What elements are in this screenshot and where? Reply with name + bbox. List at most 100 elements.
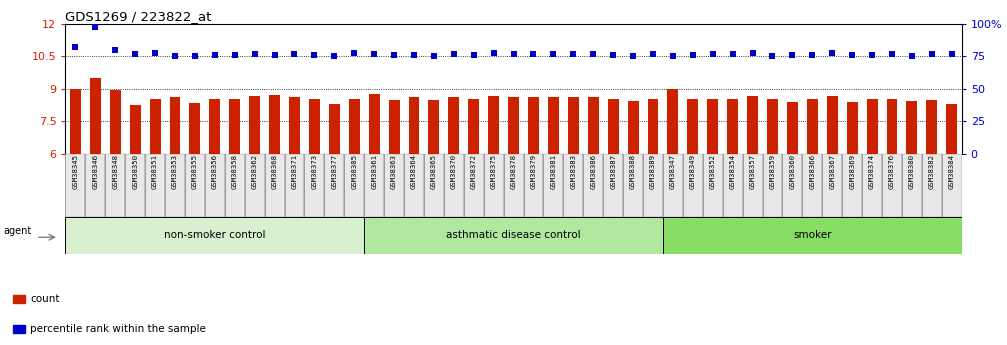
Bar (509, 97, 519, 154)
Bar (344, 154, 365, 217)
Bar (663, 154, 683, 217)
Bar (803, 154, 823, 217)
Bar (583, 154, 603, 217)
Point (206, 52, 223, 58)
Bar (225, 154, 245, 217)
Point (247, 51, 263, 57)
Bar (12, 295, 25, 303)
Bar (886, 99, 897, 154)
Bar (827, 96, 838, 154)
Bar (389, 100, 400, 154)
Text: GSM38355: GSM38355 (192, 154, 198, 188)
Text: smoker: smoker (794, 230, 832, 240)
Text: GSM38361: GSM38361 (372, 154, 378, 188)
Bar (882, 154, 902, 217)
Point (227, 52, 243, 58)
Text: GSM38370: GSM38370 (451, 154, 457, 188)
Text: GSM38369: GSM38369 (849, 154, 855, 188)
Bar (583, 154, 603, 217)
Point (665, 54, 681, 59)
Point (406, 52, 422, 58)
Bar (782, 154, 803, 217)
Bar (902, 154, 921, 217)
Bar (588, 97, 599, 154)
Text: GSM38380: GSM38380 (909, 154, 915, 188)
Point (824, 50, 840, 56)
Bar (544, 154, 563, 217)
Point (625, 53, 641, 59)
Bar (384, 154, 404, 217)
Bar (285, 154, 304, 217)
Point (426, 53, 442, 59)
Bar (110, 90, 121, 154)
Point (764, 53, 780, 59)
Bar (524, 154, 544, 217)
Text: GSM38354: GSM38354 (730, 154, 736, 188)
Bar (204, 154, 225, 217)
Bar (723, 154, 742, 217)
Bar (902, 154, 921, 217)
Text: GSM38349: GSM38349 (690, 154, 696, 188)
Bar (742, 154, 762, 217)
Text: GSM38363: GSM38363 (391, 154, 397, 188)
Point (644, 51, 661, 57)
Bar (807, 99, 818, 154)
Point (565, 51, 581, 57)
Bar (504, 154, 524, 217)
Bar (688, 99, 698, 154)
Text: GSM38358: GSM38358 (232, 154, 238, 188)
Text: asthmatic disease control: asthmatic disease control (446, 230, 581, 240)
Bar (448, 97, 459, 154)
Bar (926, 100, 938, 154)
Text: GSM38359: GSM38359 (769, 154, 775, 188)
Bar (404, 154, 424, 217)
Bar (285, 154, 304, 217)
Bar (365, 217, 663, 254)
Bar (882, 154, 902, 217)
Bar (185, 154, 204, 217)
Bar (488, 96, 499, 154)
Bar (786, 102, 798, 154)
Bar (65, 154, 86, 217)
Text: GSM38352: GSM38352 (710, 154, 716, 188)
Bar (65, 154, 86, 217)
Bar (762, 154, 782, 217)
Bar (942, 154, 962, 217)
Point (506, 51, 522, 57)
Point (585, 51, 601, 57)
Bar (225, 154, 245, 217)
Bar (504, 154, 524, 217)
Text: GSM38371: GSM38371 (291, 154, 297, 188)
Bar (643, 154, 663, 217)
Bar (69, 89, 81, 154)
Bar (265, 154, 285, 217)
Bar (524, 154, 544, 217)
Bar (707, 99, 718, 154)
Bar (947, 104, 958, 154)
Bar (823, 154, 842, 217)
Point (805, 52, 821, 58)
Point (386, 52, 402, 58)
Bar (329, 104, 339, 154)
Bar (169, 97, 180, 154)
Bar (568, 97, 579, 154)
Bar (230, 99, 241, 154)
Bar (623, 154, 643, 217)
Point (744, 50, 760, 56)
Bar (245, 154, 265, 217)
Text: GSM38348: GSM38348 (112, 154, 118, 188)
Bar (86, 154, 106, 217)
Bar (862, 154, 882, 217)
Text: GSM38381: GSM38381 (551, 154, 557, 188)
Text: percentile rank within the sample: percentile rank within the sample (30, 324, 206, 334)
Bar (165, 154, 185, 217)
Bar (12, 325, 25, 333)
Text: agent: agent (3, 226, 31, 236)
Point (526, 51, 542, 57)
Bar (145, 154, 165, 217)
Bar (762, 154, 782, 217)
Text: GSM38346: GSM38346 (93, 154, 99, 188)
Text: GSM38372: GSM38372 (470, 154, 476, 188)
Text: GSM38368: GSM38368 (272, 154, 278, 188)
Bar (165, 154, 185, 217)
